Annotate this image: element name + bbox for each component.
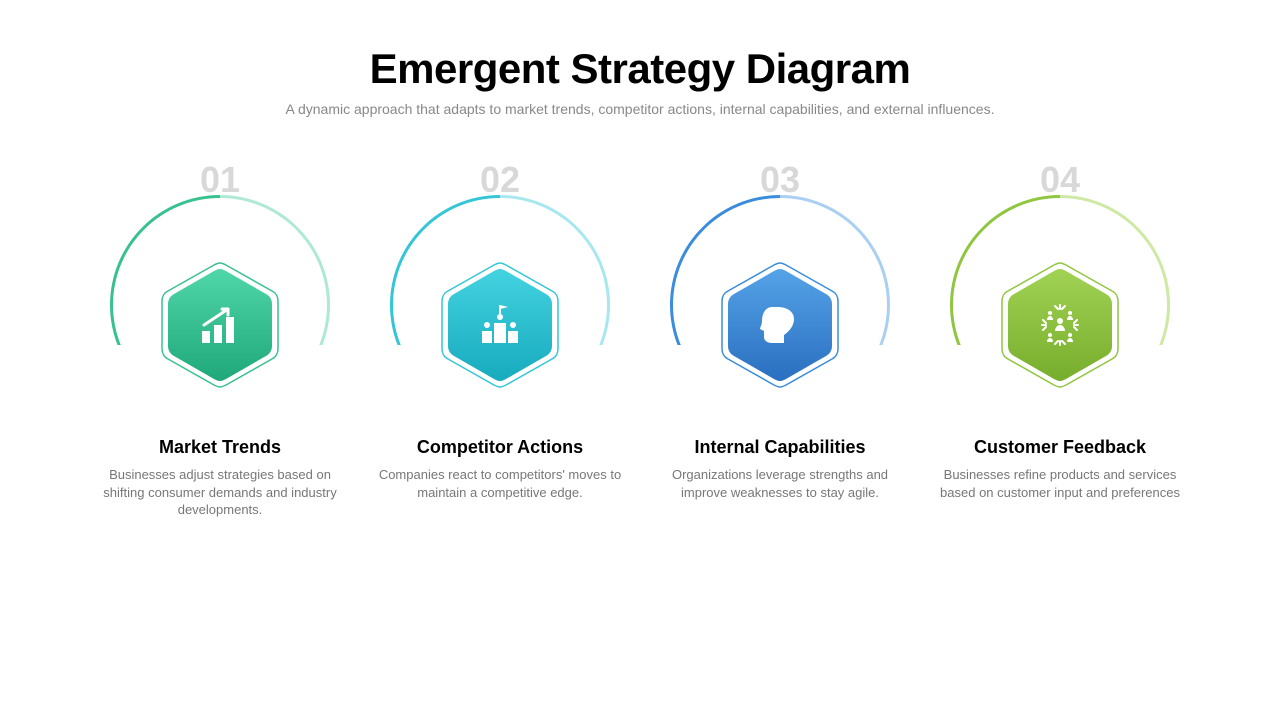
item-description: Businesses adjust strategies based on sh… xyxy=(96,466,344,519)
item-title: Competitor Actions xyxy=(376,437,624,458)
item-title: Internal Capabilities xyxy=(656,437,904,458)
item-description: Organizations leverage strengths and imp… xyxy=(656,466,904,501)
strategy-item: 04 xyxy=(930,195,1190,519)
item-description: Companies react to competitors' moves to… xyxy=(376,466,624,501)
strategy-item: 03 xyxy=(650,195,910,519)
hexagon-fill xyxy=(722,267,838,383)
item-text: Customer Feedback Businesses refine prod… xyxy=(930,437,1190,501)
hexagon-container xyxy=(154,259,286,391)
item-description: Businesses refine products and services … xyxy=(936,466,1184,501)
items-row: 01 xyxy=(0,195,1280,519)
strategy-item: 01 xyxy=(90,195,350,519)
header: Emergent Strategy Diagram A dynamic appr… xyxy=(0,0,1280,117)
hexagon-fill xyxy=(442,267,558,383)
hexagon-container xyxy=(714,259,846,391)
page-subtitle: A dynamic approach that adapts to market… xyxy=(0,101,1280,117)
item-text: Market Trends Businesses adjust strategi… xyxy=(90,437,350,519)
page-title: Emergent Strategy Diagram xyxy=(0,45,1280,93)
item-title: Market Trends xyxy=(96,437,344,458)
hexagon-container xyxy=(434,259,566,391)
hexagon-fill xyxy=(1002,267,1118,383)
item-text: Competitor Actions Companies react to co… xyxy=(370,437,630,501)
hexagon-fill xyxy=(162,267,278,383)
strategy-item: 02 xyxy=(370,195,630,519)
item-title: Customer Feedback xyxy=(936,437,1184,458)
hexagon-container xyxy=(994,259,1126,391)
item-text: Internal Capabilities Organizations leve… xyxy=(650,437,910,501)
